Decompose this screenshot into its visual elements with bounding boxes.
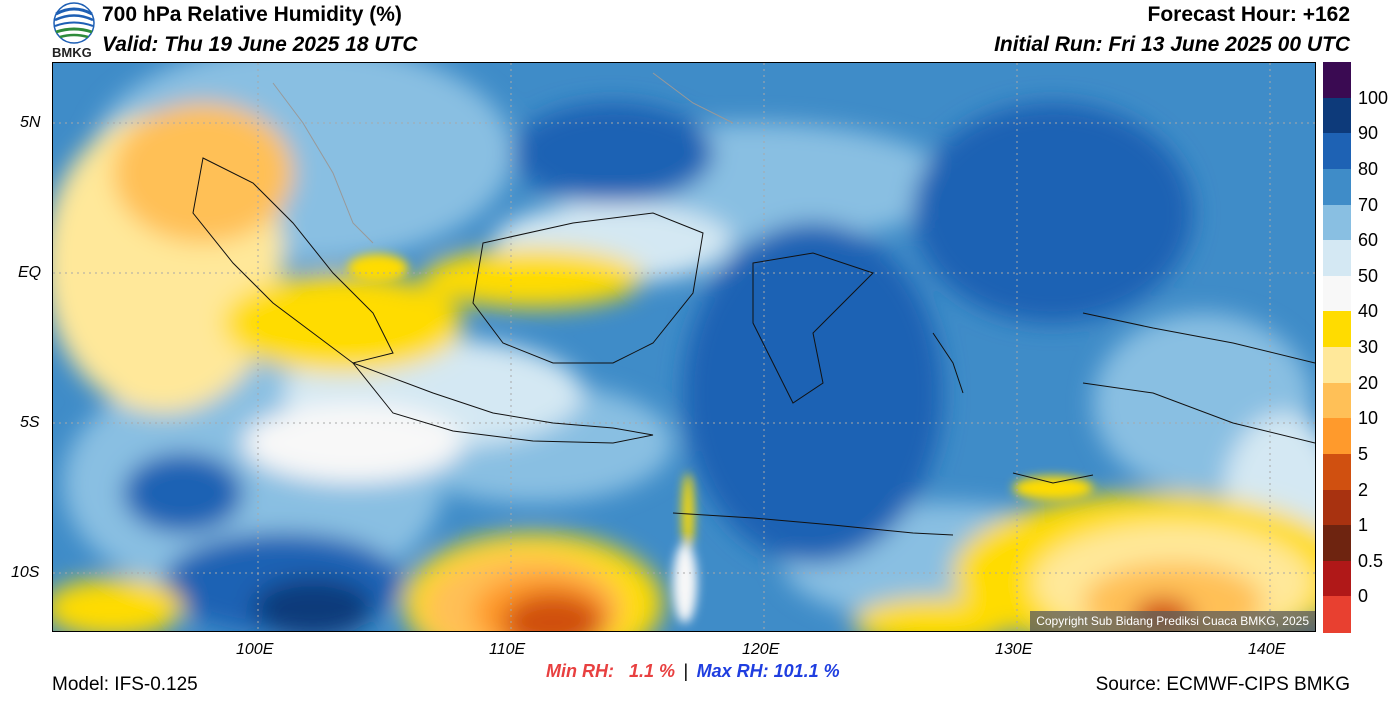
model-label: Model: IFS-0.125 [52,674,198,695]
colorbar-label: 90 [1358,123,1379,144]
colorbar-labels: 100 90 80 70 60 50 40 30 20 10 5 2 1 0.5 0 [1356,62,1400,632]
sulawesi-coast [752,252,874,404]
colorbar-label: 2 [1358,479,1369,500]
stats-separator: | [683,661,689,681]
lat-label-10s: 10S [11,564,40,581]
colorbar-swatch [1323,382,1351,419]
colorbar-label: 100 [1358,87,1389,108]
lat-label-5s: 5S [20,414,40,431]
lon-label-100e: 100E [236,641,274,658]
colorbar-swatch [1323,204,1351,241]
forecast-hour: Forecast Hour: +162 [1147,3,1351,26]
source-label: Source: ECMWF-CIPS BMKG [1095,674,1350,695]
colorbar-label: 0 [1358,586,1369,607]
map-title: 700 hPa Relative Humidity (%) [102,3,402,26]
humidity-fill [53,63,1315,631]
colorbar-swatch [1323,347,1351,384]
colorbar-label: 0.5 [1358,550,1384,571]
bmkg-emblem-icon [53,2,95,44]
map-canvas [53,63,1315,631]
borneo-coast [472,212,704,364]
colorbar-swatch [1323,133,1351,170]
colorbar-swatch [1323,560,1351,597]
colorbar-swatch [1323,168,1351,205]
colorbar-swatch [1323,418,1351,455]
lon-label-130e: 130E [995,641,1033,658]
colorbar-label: 1 [1358,515,1369,536]
java-coast [351,361,654,444]
graticule [53,63,1315,631]
coastlines [192,157,1315,536]
lat-label-eq: EQ [18,264,42,281]
lon-label-120e: 120E [742,641,780,658]
narrow-features [348,254,1093,623]
max-rh: Max RH: 101.1 % [696,661,840,681]
colorbar-swatch [1323,275,1351,312]
lat-label-5n: 5N [20,114,41,131]
lon-label-110e: 110E [489,641,526,658]
colorbar-swatch [1323,62,1351,99]
colorbar-label: 10 [1358,408,1379,429]
colorbar-swatch [1323,311,1351,348]
colorbar-swatch [1323,525,1351,562]
lon-label-140e: 140E [1248,641,1286,658]
malay-peninsula-coast [272,72,734,244]
colorbar-swatch [1323,97,1351,134]
colorbar-label: 5 [1358,443,1369,464]
colorbar-label: 60 [1358,230,1379,251]
initial-run: Initial Run: Fri 13 June 2025 00 UTC [994,33,1350,56]
colorbar-label: 40 [1358,301,1379,322]
new-guinea-coast [1082,312,1315,364]
colorbar-label: 50 [1358,265,1379,286]
bmkg-logo: BMKG [50,2,98,60]
valid-time: Valid: Thu 19 June 2025 18 UTC [102,33,418,56]
colorbar-swatch [1323,489,1351,526]
copyright-notice: Copyright Sub Bidang Prediksi Cuaca BMKG… [1030,611,1315,631]
colorbar-label: 80 [1358,158,1379,179]
logo-text: BMKG [52,45,92,60]
colorbar-label: 30 [1358,337,1379,357]
colorbar [1323,62,1351,633]
colorbar-swatch [1323,240,1351,277]
min-rh: Min RH: 1.1 % [546,661,676,681]
colorbar-label: 70 [1358,194,1379,215]
colorbar-label: 20 [1358,372,1379,393]
rh-stats: Min RH: 1.1 % | Max RH: 101.1 % [546,661,840,682]
humidity-map: Copyright Sub Bidang Prediksi Cuaca BMKG… [52,62,1316,632]
colorbar-swatch [1323,596,1351,633]
colorbar-swatch [1323,453,1351,490]
